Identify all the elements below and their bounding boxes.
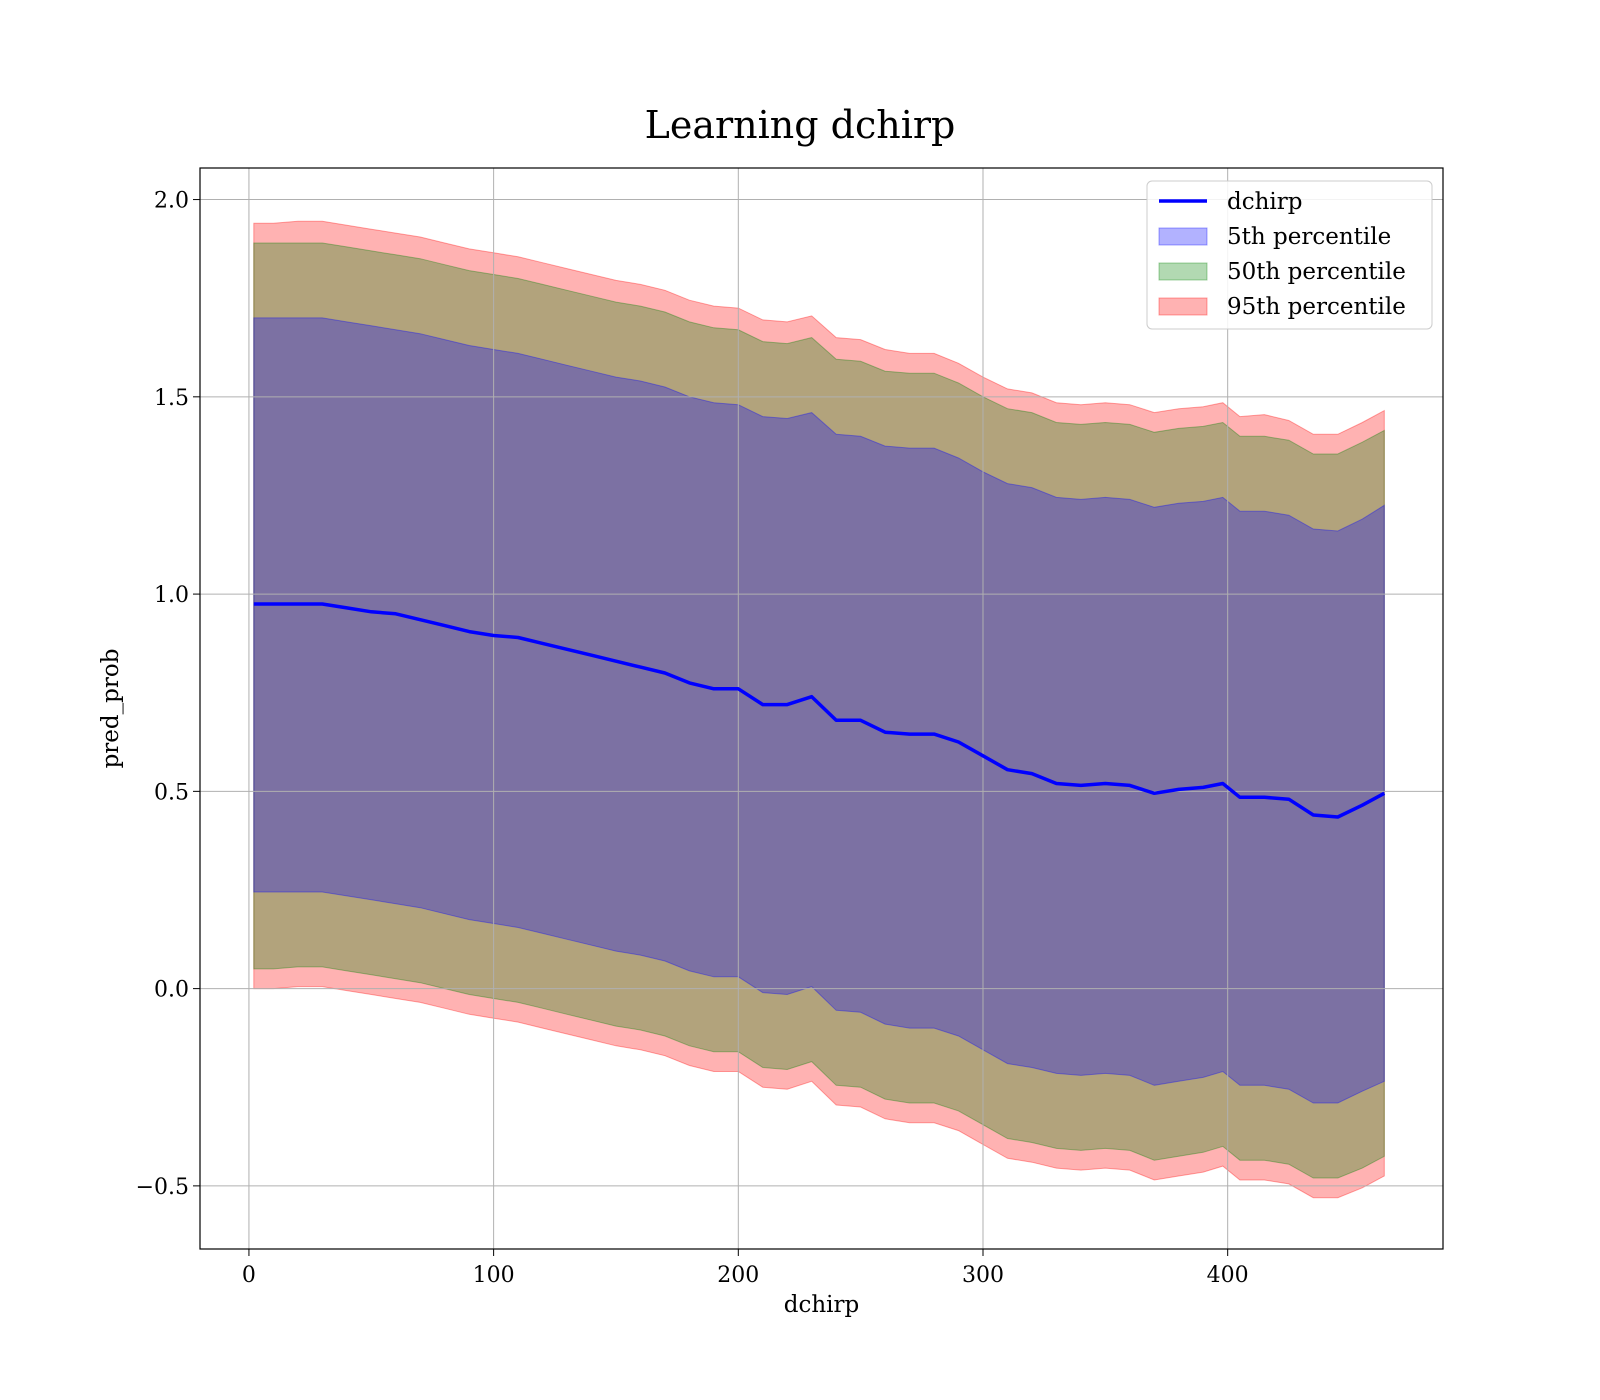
x-tick-label: 0	[242, 1263, 256, 1288]
percentile-bands	[253, 220, 1385, 1199]
plot-frame	[199, 167, 1444, 1250]
y-tick-label: 0.0	[154, 978, 189, 1003]
legend-label: 50th percentile	[1227, 259, 1406, 285]
y-axis-label: pred_prob	[98, 649, 124, 769]
x-tick-label: 200	[717, 1263, 759, 1288]
y-tick-label: 0.5	[154, 780, 189, 805]
band-50th-percentile	[253, 242, 1385, 1179]
legend-box	[1146, 180, 1433, 330]
x-tick-label: 400	[1207, 1263, 1249, 1288]
band-95th-percentile	[253, 220, 1385, 1199]
legend-swatch-95th-percentile	[1158, 297, 1208, 316]
chart-title: Learning dchirp	[644, 103, 956, 147]
x-tick-label: 100	[473, 1263, 515, 1288]
series-line-dchirp	[253, 602, 1386, 819]
band-5th-percentile	[253, 317, 1385, 1104]
y-tick-label: 2.0	[154, 189, 189, 214]
legend-label: dchirp	[1227, 189, 1303, 215]
legend-swatch-50th-percentile	[1158, 262, 1208, 281]
x-tick-label: 300	[962, 1263, 1004, 1288]
series-lines	[253, 602, 1386, 819]
y-tick-label: 1.5	[154, 386, 189, 411]
legend: dchirp 5th percentile 50th percentile 95th …	[1146, 180, 1433, 330]
x-axis-label: dchirp	[784, 1292, 860, 1318]
legend-label: 95th percentile	[1227, 294, 1406, 320]
legend-swatch-5th-percentile	[1158, 227, 1208, 246]
y-tick-label: −0.5	[136, 1175, 189, 1200]
x-axis-ticks: 0 100 200 300 400	[242, 1249, 1249, 1288]
legend-label: 5th percentile	[1227, 224, 1391, 250]
y-tick-label: 1.0	[154, 583, 189, 608]
y-axis-ticks: −0.5 0.0 0.5 1.0 1.5 2.0	[136, 189, 200, 1200]
